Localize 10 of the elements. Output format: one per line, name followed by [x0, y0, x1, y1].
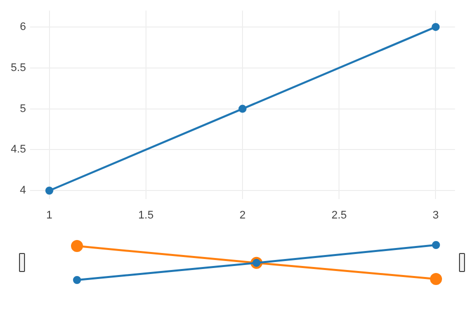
- y-tick-label: 4: [20, 184, 26, 197]
- y-tick-label: 6: [20, 20, 26, 33]
- x-tick-label: 3: [432, 209, 439, 222]
- x-tick-label: 2.5: [331, 209, 347, 222]
- x-tick-label: 2: [239, 209, 246, 222]
- y-tick-label: 5: [20, 102, 26, 115]
- x-tick-label: 1.5: [138, 209, 154, 222]
- x-tick-label: 1: [46, 209, 52, 222]
- y-tick-label: 5.5: [10, 62, 26, 74]
- y-tick-label: 4.5: [10, 144, 26, 156]
